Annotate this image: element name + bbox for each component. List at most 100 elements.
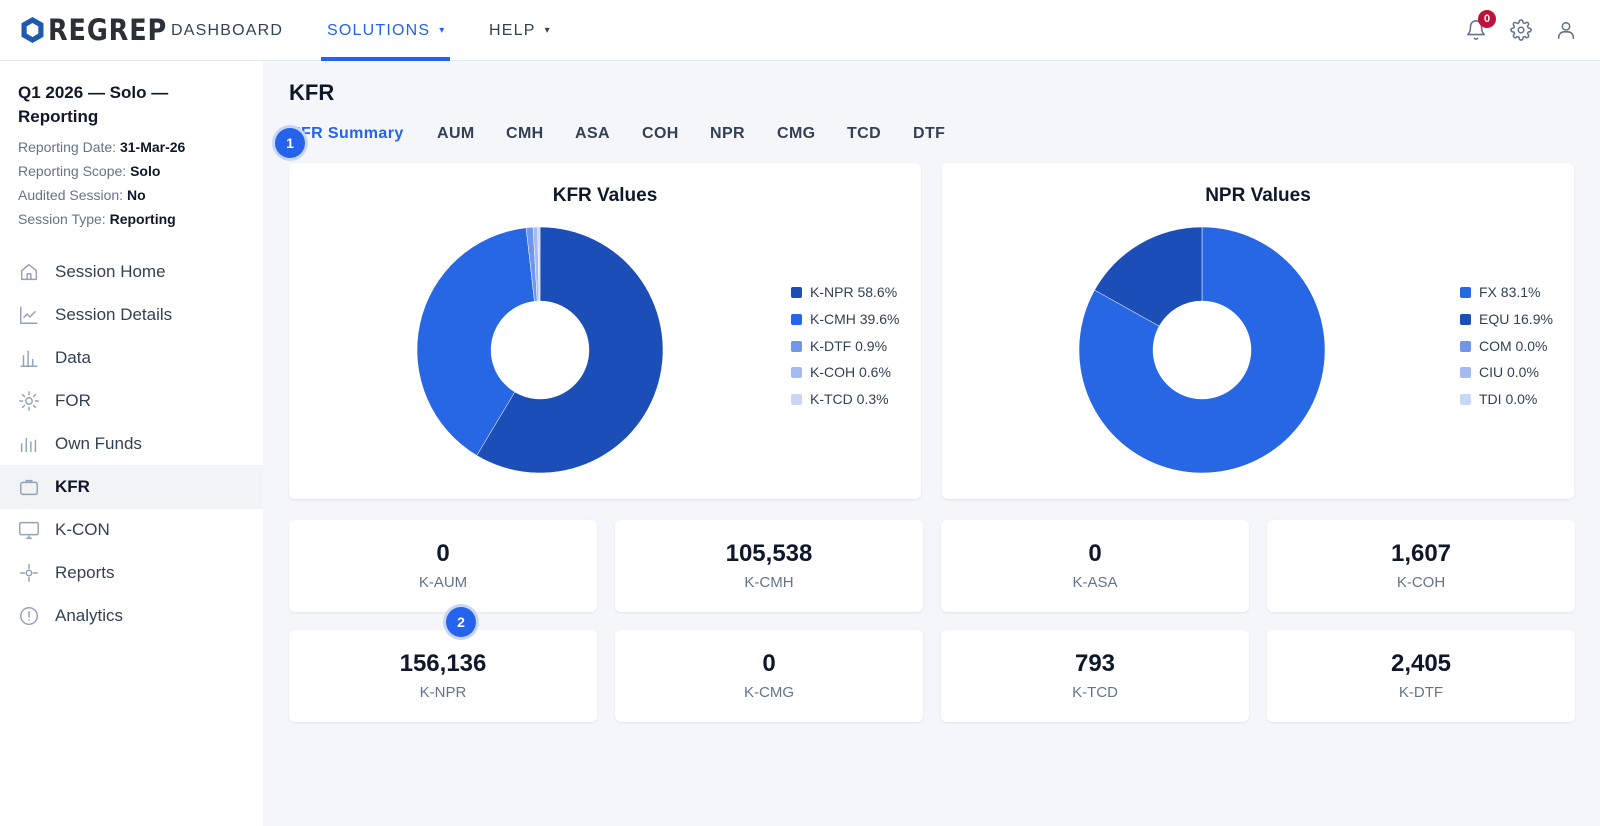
kfr-values-card: KFR Values K-NPR 58.6% K-CMH 39.6% K-DTF… xyxy=(289,163,921,499)
stat-label: K-CMH xyxy=(744,574,794,591)
tab-aum[interactable]: AUM xyxy=(437,125,475,142)
nav-help[interactable]: HELP ▾ xyxy=(489,0,551,61)
stat-label: K-CMG xyxy=(744,684,794,701)
legend-swatch xyxy=(791,313,802,325)
sidebar-item-label: Session Details xyxy=(55,305,173,324)
sidebar-item-analytics[interactable]: Analytics xyxy=(0,594,263,638)
pie-slice-k-cmh[interactable] xyxy=(416,227,535,456)
chevron-down-icon: ▾ xyxy=(544,25,551,36)
sidebar-item-for[interactable]: FOR xyxy=(0,379,263,423)
meta-label: Audited Session: xyxy=(18,187,124,203)
stat-label: K-ASA xyxy=(1072,574,1118,591)
sidebar-item-reports[interactable]: Reports xyxy=(0,551,263,595)
nav-dashboard[interactable]: DASHBOARD xyxy=(171,0,283,61)
pie-slice-k-npr[interactable] xyxy=(476,226,664,474)
bell-icon[interactable] xyxy=(1463,17,1489,43)
stat-value: 0 xyxy=(762,650,776,677)
tab-cmg[interactable]: CMG xyxy=(777,125,816,142)
sidebar-item-label: Own Funds xyxy=(55,434,142,453)
tab-cmh[interactable]: CMH xyxy=(506,125,544,142)
sidebar-item-own-funds[interactable]: Own Funds xyxy=(0,422,263,466)
meta-label: Session Type: xyxy=(18,211,106,227)
stat-card-k-cmg[interactable]: 0 K-CMG xyxy=(615,630,923,722)
sidebar-item-data[interactable]: Data xyxy=(0,336,263,380)
pie-slice-equ[interactable] xyxy=(1094,226,1203,327)
chevron-down-icon: ▾ xyxy=(439,25,446,36)
legend-label: EQU 16.9% xyxy=(1479,311,1553,327)
step-marker-1: 1 xyxy=(275,128,305,158)
stat-value: 0 xyxy=(1088,540,1102,567)
legend-swatch xyxy=(791,393,802,405)
stat-label: K-NPR xyxy=(419,684,467,701)
logo-text: REGREP xyxy=(48,13,168,47)
tab-dtf[interactable]: DTF xyxy=(913,125,946,142)
sidebar-item-kfr[interactable]: KFR xyxy=(0,465,263,509)
meta-value: Solo xyxy=(130,163,161,179)
tab-tcd[interactable]: TCD xyxy=(847,125,882,142)
legend-label: COM 0.0% xyxy=(1479,338,1548,354)
meta-reporting-date: Reporting Date: 31-Mar-26 xyxy=(18,139,185,155)
stat-value: 2,405 xyxy=(1390,650,1452,677)
briefcase-icon xyxy=(20,479,38,496)
legend-swatch xyxy=(1460,393,1471,405)
legend-swatch xyxy=(791,366,802,378)
tab-asa[interactable]: ASA xyxy=(575,125,610,142)
stat-value: 0 xyxy=(436,540,450,567)
stat-value: 1,607 xyxy=(1390,540,1452,567)
legend-label: K-DTF 0.9% xyxy=(810,338,888,354)
stat-card-k-tcd[interactable]: 793 K-TCD xyxy=(941,630,1249,722)
notification-badge: 0 xyxy=(1478,10,1496,28)
legend-label: CIU 0.0% xyxy=(1479,364,1539,380)
alert-circle-icon xyxy=(20,607,38,625)
meta-audited-session: Audited Session: No xyxy=(18,187,146,203)
sidebar-item-session-home[interactable]: Session Home xyxy=(0,250,263,294)
legend-label: K-COH 0.6% xyxy=(810,364,891,380)
stat-card-k-aum[interactable]: 0 K-AUM xyxy=(289,520,597,612)
stat-card-k-dtf[interactable]: 2,405 K-DTF xyxy=(1267,630,1575,722)
tab-kfr-summary[interactable]: KFR Summary xyxy=(289,125,404,142)
legend-item: K-COH 0.6% xyxy=(791,362,891,382)
stat-card-k-cmh[interactable]: 105,538 K-CMH xyxy=(615,520,923,612)
gear-icon[interactable] xyxy=(1508,17,1534,43)
sidebar-item-label: FOR xyxy=(55,391,91,410)
app-logo[interactable]: REGREP xyxy=(20,13,183,47)
legend-swatch xyxy=(1460,286,1471,298)
nav-solutions[interactable]: SOLUTIONS ▾ xyxy=(327,0,446,61)
active-nav-indicator xyxy=(321,57,450,61)
bars-icon xyxy=(20,437,37,453)
legend-label: TDI 0.0% xyxy=(1479,391,1538,407)
crosshair-icon xyxy=(20,564,38,582)
legend-item: COM 0.0% xyxy=(1460,336,1547,356)
stat-value: 156,136 xyxy=(399,650,487,677)
stat-label: K-DTF xyxy=(1398,684,1444,701)
tab-npr[interactable]: NPR xyxy=(710,125,745,142)
step-marker-2: 2 xyxy=(446,607,476,637)
legend-item: K-CMH 39.6% xyxy=(791,309,899,329)
line-chart-icon xyxy=(20,306,38,324)
stat-card-k-asa[interactable]: 0 K-ASA xyxy=(941,520,1249,612)
meta-value: Reporting xyxy=(109,211,176,227)
sidebar: Q1 2026 — Solo — Reporting Reporting Dat… xyxy=(0,61,263,826)
pie-slice-k-tcd[interactable] xyxy=(537,226,541,302)
nav-solutions-label: SOLUTIONS xyxy=(327,21,431,39)
sidebar-item-session-details[interactable]: Session Details xyxy=(0,293,263,337)
legend-swatch xyxy=(1460,366,1471,378)
user-icon[interactable] xyxy=(1553,17,1579,43)
nav-dashboard-label: DASHBOARD xyxy=(171,21,284,39)
npr-donut-chart xyxy=(1078,226,1326,474)
sidebar-item-k-con[interactable]: K-CON xyxy=(0,508,263,552)
session-title: Q1 2026 — Solo — Reporting xyxy=(18,83,169,126)
page-title: KFR xyxy=(289,80,335,105)
stat-card-k-coh[interactable]: 1,607 K-COH xyxy=(1267,520,1575,612)
legend-item: EQU 16.9% xyxy=(1460,309,1553,329)
stat-label: K-COH xyxy=(1396,574,1446,591)
stat-card-k-npr[interactable]: 156,136 K-NPR xyxy=(289,630,597,722)
legend-swatch xyxy=(1460,340,1471,352)
pie-slice-fx[interactable] xyxy=(1078,226,1326,474)
tab-coh[interactable]: COH xyxy=(642,125,679,142)
chart-title: NPR Values xyxy=(1205,185,1311,206)
stat-value: 793 xyxy=(1074,650,1116,677)
chart-title: KFR Values xyxy=(552,185,658,206)
stat-value: 105,538 xyxy=(725,540,813,567)
kfr-donut-chart xyxy=(416,226,664,474)
